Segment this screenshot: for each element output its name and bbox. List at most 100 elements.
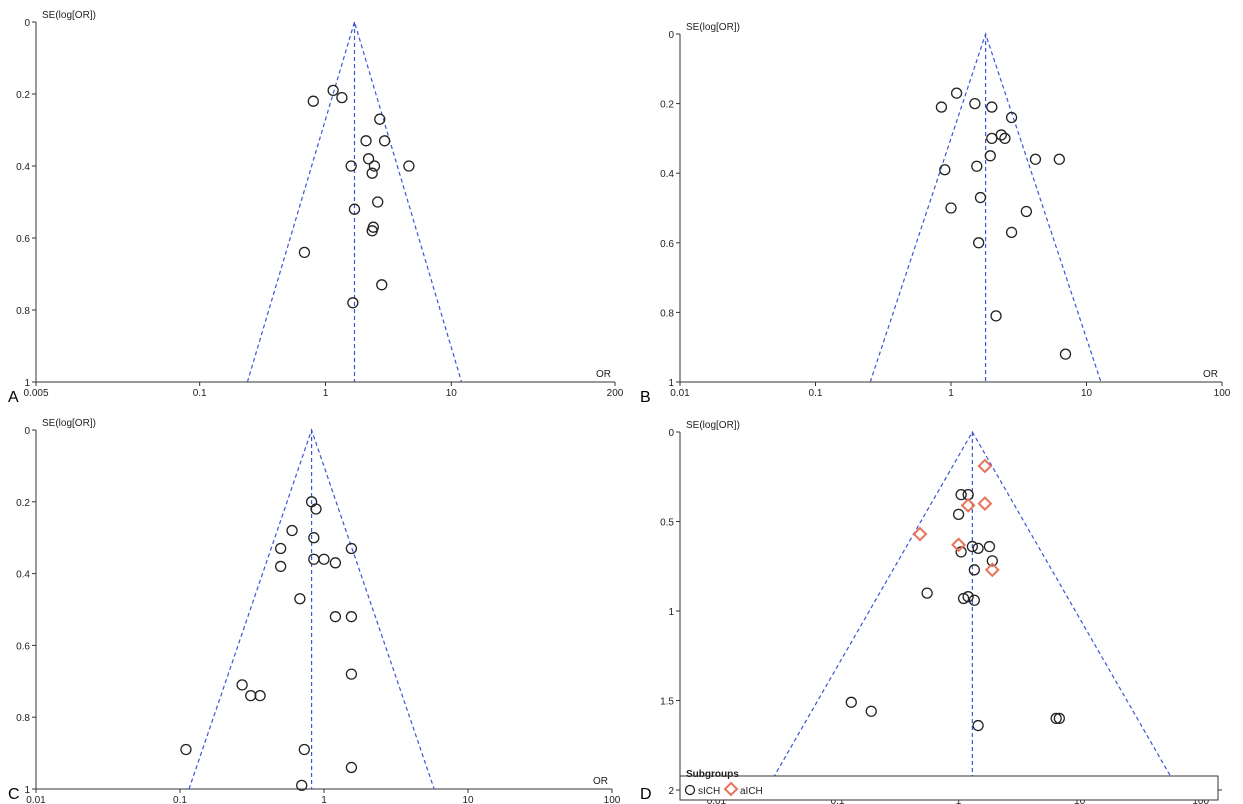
data-point-circle xyxy=(295,594,305,604)
legend-label-sich: sICH xyxy=(698,786,720,797)
data-point-circle xyxy=(1061,349,1071,359)
y-tick-label: 0.6 xyxy=(16,641,30,652)
data-point-circle xyxy=(255,691,265,701)
data-point-circle xyxy=(974,238,984,248)
x-tick-label: 10 xyxy=(446,388,458,399)
data-point-diamond xyxy=(953,539,965,551)
x-tick-label: 200 xyxy=(607,388,624,399)
data-point-circle xyxy=(361,136,371,146)
data-point-circle xyxy=(946,203,956,213)
data-point-circle xyxy=(940,165,950,175)
data-point-diamond xyxy=(979,498,991,510)
y-axis-label: SE(log[OR]) xyxy=(686,22,740,33)
data-point-circle xyxy=(276,543,286,553)
data-point-circle xyxy=(984,542,994,552)
y-tick-label: 0.4 xyxy=(16,570,30,581)
data-point-circle xyxy=(954,509,964,519)
y-tick-label: 2 xyxy=(668,786,674,797)
data-point-circle xyxy=(328,85,338,95)
y-tick-label: 0.4 xyxy=(16,162,30,173)
data-point-circle xyxy=(973,543,983,553)
data-point-circle xyxy=(972,161,982,171)
y-axis-label: SE(log[OR]) xyxy=(42,418,96,429)
legend: Subgroups sICH aICH xyxy=(680,769,1218,800)
x-tick-label: 0.1 xyxy=(173,795,187,804)
data-point-circle xyxy=(348,298,358,308)
data-point-circle xyxy=(987,102,997,112)
data-point-circle xyxy=(309,533,319,543)
data-point-circle xyxy=(287,526,297,536)
data-point-circle xyxy=(346,669,356,679)
data-point-circle xyxy=(237,680,247,690)
data-point-circle xyxy=(1054,154,1064,164)
data-point-circle xyxy=(299,247,309,257)
y-axis-label: SE(log[OR]) xyxy=(42,10,96,21)
panel-letter: B xyxy=(640,389,651,406)
y-tick-label: 0 xyxy=(668,30,674,41)
x-axis-label: OR xyxy=(596,369,611,380)
x-tick-label: 0.1 xyxy=(193,388,207,399)
x-tick-label: 0.01 xyxy=(26,795,46,804)
data-point-circle xyxy=(369,161,379,171)
y-tick-label: 1 xyxy=(668,607,674,618)
x-tick-label: 0.005 xyxy=(23,388,48,399)
x-axis-label: OR xyxy=(593,776,608,787)
data-point-circle xyxy=(973,721,983,731)
data-point-diamond xyxy=(914,528,926,540)
panel-c: 00.20.40.60.810.01 0.1 1 10 100SE(log[OR])OR… xyxy=(8,418,621,804)
y-tick-label: 1.5 xyxy=(660,697,674,708)
data-point-circle xyxy=(866,706,876,716)
y-tick-label: 0.8 xyxy=(16,713,30,724)
data-point-circle xyxy=(975,193,985,203)
data-point-circle xyxy=(985,151,995,161)
data-point-circle xyxy=(309,554,319,564)
data-point-circle xyxy=(970,99,980,109)
data-point-circle xyxy=(952,88,962,98)
data-point-circle xyxy=(1007,227,1017,237)
y-tick-label: 0.8 xyxy=(16,306,30,317)
legend-title: Subgroups xyxy=(686,769,739,780)
data-point-circle xyxy=(969,565,979,575)
y-tick-label: 0.2 xyxy=(16,90,30,101)
x-axis-label: OR xyxy=(1203,369,1218,380)
data-point-circle xyxy=(276,561,286,571)
y-tick-label: 0.6 xyxy=(660,239,674,250)
x-tick-label: 100 xyxy=(1214,388,1231,399)
x-tick-label: 10 xyxy=(462,795,474,804)
data-point-circle xyxy=(337,93,347,103)
y-axis-label: SE(log[OR]) xyxy=(686,420,740,431)
data-point-diamond xyxy=(979,460,991,472)
data-point-circle xyxy=(330,612,340,622)
data-point-circle xyxy=(299,745,309,755)
data-point-circle xyxy=(922,588,932,598)
data-point-circle xyxy=(1030,154,1040,164)
y-tick-label: 0.2 xyxy=(660,100,674,111)
funnel-boundary xyxy=(247,22,461,382)
panel-letter: C xyxy=(8,786,20,803)
data-point-circle xyxy=(330,558,340,568)
panel-a: 00.20.40.60.810.005 0.1 1 10 200SE(log[OR])O… xyxy=(8,10,624,406)
data-point-circle xyxy=(308,96,318,106)
y-tick-label: 0 xyxy=(24,18,30,29)
data-point-circle xyxy=(367,226,377,236)
panel-letter: D xyxy=(640,786,652,803)
x-tick-label: 1 xyxy=(323,388,329,399)
data-point-circle xyxy=(991,311,1001,321)
data-point-circle xyxy=(346,762,356,772)
y-tick-label: 0 xyxy=(24,426,30,437)
x-tick-label: 0.01 xyxy=(670,388,690,399)
data-point-circle xyxy=(311,504,321,514)
data-point-circle xyxy=(1021,206,1031,216)
y-tick-label: 0.2 xyxy=(16,498,30,509)
y-tick-label: 0.4 xyxy=(660,169,674,180)
x-tick-label: 0.1 xyxy=(809,388,823,399)
legend-label-aich: aICH xyxy=(740,786,763,797)
x-tick-label: 100 xyxy=(604,795,621,804)
data-point-circle xyxy=(367,168,377,178)
x-tick-label: 1 xyxy=(948,388,954,399)
data-point-circle xyxy=(346,612,356,622)
data-point-circle xyxy=(987,133,997,143)
data-point-circle xyxy=(373,197,383,207)
y-tick-label: 0.8 xyxy=(660,308,674,319)
